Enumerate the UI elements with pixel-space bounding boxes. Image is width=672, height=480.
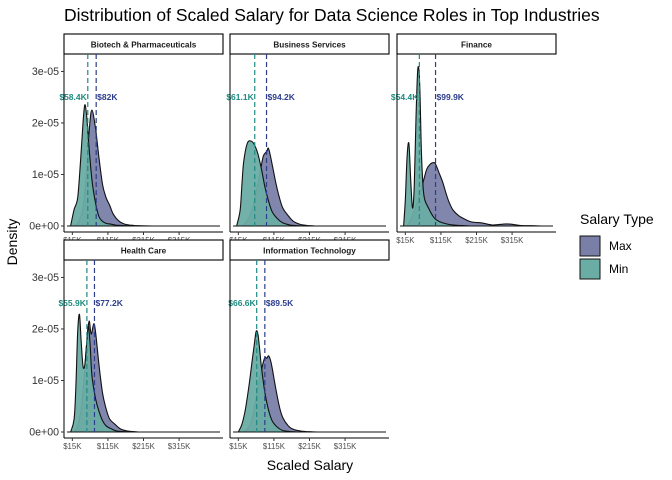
density-min-business-services <box>236 140 305 227</box>
y-tick-label-biotech-pharmaceuticals: 0e+00 <box>29 221 59 233</box>
legend-label-max: Max <box>609 239 632 253</box>
y-tick-label-health-care: 0e+00 <box>29 427 59 439</box>
y-tick-label-health-care: 2e-05 <box>32 324 59 336</box>
x-axis-title: Scaled Salary <box>267 457 353 473</box>
strip-health-care <box>63 239 224 261</box>
min-mean-label-finance: $54.4K <box>391 92 419 102</box>
strip-information-technology <box>229 239 390 261</box>
x-tick-label-finance: $215K <box>465 236 488 245</box>
x-tick-label-information-technology: $115K <box>263 442 286 451</box>
max-mean-label-biotech-pharmaceuticals: $82K <box>97 92 118 102</box>
strip-business-services <box>229 33 390 55</box>
min-mean-label-business-services: $61.1K <box>226 92 254 102</box>
y-tick-label-health-care: 3e-05 <box>32 272 59 284</box>
panel-health-care: Health Care $55.9K $77.2K $15K $115K $215K $31… <box>29 239 224 451</box>
legend-title: Salary Type <box>580 211 654 227</box>
strip-label-health-care: Health Care <box>121 247 167 256</box>
legend-key-max <box>579 235 601 257</box>
density-min-health-care <box>70 313 139 433</box>
strip-label-information-technology: Information Technology <box>263 247 356 256</box>
max-mean-label-business-services: $94.2K <box>268 92 296 102</box>
x-tick-label-information-technology: $215K <box>298 442 321 451</box>
x-tick-label-health-care: $315K <box>168 442 191 451</box>
y-tick-label-biotech-pharmaceuticals: 1e-05 <box>32 169 59 181</box>
y-axis-title: Density <box>4 219 20 266</box>
x-tick-label-finance: $315K <box>501 236 524 245</box>
legend: Salary Type Max Min <box>579 211 654 280</box>
max-mean-label-information-technology: $89.5K <box>266 298 294 308</box>
x-tick-label-health-care: $15K <box>63 442 82 451</box>
min-mean-label-health-care: $55.9K <box>58 298 86 308</box>
panel-business-services: Business Services$61.1K$94.2K$15K$115K$2… <box>226 33 390 245</box>
panel-information-technology: Information Technology $66.6K $89.5K $15K $1… <box>228 239 390 451</box>
y-tick-label-biotech-pharmaceuticals: 2e-05 <box>32 118 59 130</box>
density-max-finance <box>406 162 543 227</box>
strip-label-business-services: Business Services <box>273 41 346 50</box>
strip-label-biotech-pharmaceuticals: Biotech & Pharmaceuticals <box>91 41 197 50</box>
x-tick-label-finance: $15K <box>396 236 415 245</box>
min-mean-label-biotech-pharmaceuticals: $58.4K <box>59 92 87 102</box>
strip-biotech-pharmaceuticals <box>63 33 224 55</box>
density-min-information-technology <box>237 330 298 433</box>
legend-label-min: Min <box>609 262 628 276</box>
strip-label-finance: Finance <box>461 41 492 50</box>
x-tick-label-finance: $115K <box>430 236 453 245</box>
strip-finance <box>396 33 557 55</box>
min-mean-label-information-technology: $66.6K <box>228 298 256 308</box>
density-min-biotech-pharmaceuticals <box>70 104 143 227</box>
y-tick-label-health-care: 1e-05 <box>32 375 59 387</box>
panel-finance: Finance $54.4K $99.9K $15K $115K $215K $315K <box>391 33 557 245</box>
x-tick-label-health-care: $215K <box>132 442 155 451</box>
y-tick-label-biotech-pharmaceuticals: 3e-05 <box>32 66 59 78</box>
max-mean-label-finance: $99.9K <box>437 92 465 102</box>
legend-key-min <box>579 258 601 280</box>
x-tick-label-health-care: $115K <box>97 442 120 451</box>
chart-title: Distribution of Scaled Salary for Data S… <box>64 5 600 25</box>
facet-panels: Biotech & Pharmaceuticals $58.4K $82K $15K $… <box>29 33 557 451</box>
max-mean-label-health-care: $77.2K <box>95 298 123 308</box>
panel-biotech-pharmaceuticals: Biotech & Pharmaceuticals$58.4K$82K$15K$… <box>29 33 224 245</box>
x-tick-label-information-technology: $315K <box>334 442 357 451</box>
x-tick-label-information-technology: $15K <box>229 442 248 451</box>
